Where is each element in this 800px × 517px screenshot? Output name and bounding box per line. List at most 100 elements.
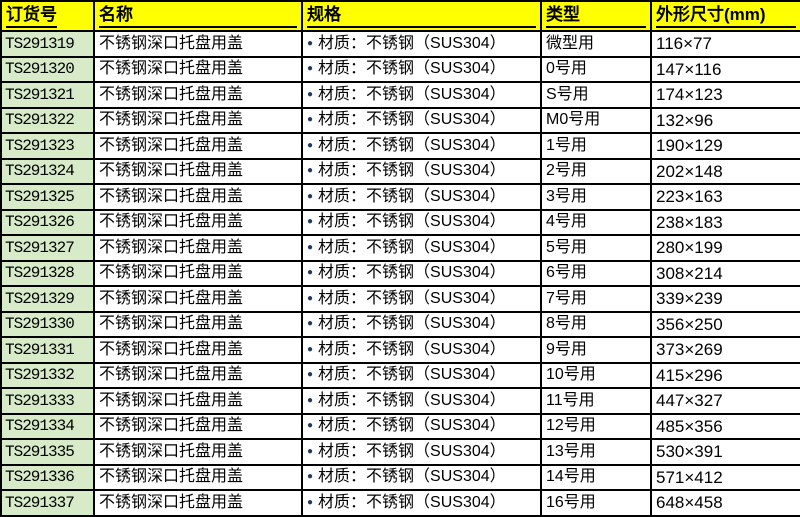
type-cell[interactable]: 13号用 <box>540 438 652 466</box>
order-number-cell[interactable]: TS291332 <box>0 361 95 390</box>
size-cell[interactable]: 132×96 <box>650 106 800 135</box>
spec-cell[interactable]: ● 材质：不锈钢（SUS304） <box>301 208 542 237</box>
order-number-cell[interactable]: TS291321 <box>0 81 95 109</box>
size-cell[interactable]: 190×129 <box>650 132 800 160</box>
size-cell[interactable]: 485×356 <box>650 412 800 441</box>
type-cell[interactable]: 14号用 <box>540 463 652 492</box>
size-cell[interactable]: 648×458 <box>650 489 800 517</box>
product-name-cell[interactable]: 不锈钢深口托盘用盖 <box>93 310 303 339</box>
spec-cell[interactable]: ● 材质：不锈钢（SUS304） <box>301 310 542 339</box>
size-cell[interactable]: 116×77 <box>650 30 800 58</box>
product-name-cell[interactable]: 不锈钢深口托盘用盖 <box>93 361 303 390</box>
product-name-cell[interactable]: 不锈钢深口托盘用盖 <box>93 30 303 58</box>
order-number-cell[interactable]: TS291319 <box>0 30 95 58</box>
product-name-cell[interactable]: 不锈钢深口托盘用盖 <box>93 157 303 186</box>
size-cell[interactable]: 447×327 <box>650 387 800 415</box>
product-name-cell[interactable]: 不锈钢深口托盘用盖 <box>93 387 303 415</box>
product-name-cell[interactable]: 不锈钢深口托盘用盖 <box>93 489 303 517</box>
spec-cell[interactable]: ● 材质：不锈钢（SUS304） <box>301 336 542 364</box>
type-cell[interactable]: M0号用 <box>540 106 652 135</box>
order-number-cell[interactable]: TS291327 <box>0 234 95 262</box>
spec-cell[interactable]: ● 材质：不锈钢（SUS304） <box>301 285 542 313</box>
size-cell[interactable]: 339×239 <box>650 285 800 313</box>
type-cell[interactable]: 6号用 <box>540 259 652 288</box>
size-cell[interactable]: 223×163 <box>650 183 800 211</box>
type-cell[interactable]: 0号用 <box>540 55 652 84</box>
column-header-type[interactable]: 类型 <box>540 0 652 32</box>
type-cell[interactable]: 12号用 <box>540 412 652 441</box>
spec-cell[interactable]: ● 材质：不锈钢（SUS304） <box>301 361 542 390</box>
size-cell[interactable]: 373×269 <box>650 336 800 364</box>
type-cell[interactable]: 8号用 <box>540 310 652 339</box>
product-name-cell[interactable]: 不锈钢深口托盘用盖 <box>93 336 303 364</box>
spec-cell[interactable]: ● 材质：不锈钢（SUS304） <box>301 489 542 517</box>
column-header-order-number[interactable]: 订货号 <box>0 0 95 32</box>
spec-cell[interactable]: ● 材质：不锈钢（SUS304） <box>301 30 542 58</box>
spec-cell[interactable]: ● 材质：不锈钢（SUS304） <box>301 412 542 441</box>
size-cell[interactable]: 280×199 <box>650 234 800 262</box>
type-cell[interactable]: 3号用 <box>540 183 652 211</box>
type-cell[interactable]: 10号用 <box>540 361 652 390</box>
spec-cell[interactable]: ● 材质：不锈钢（SUS304） <box>301 55 542 84</box>
order-number-cell[interactable]: TS291335 <box>0 438 95 466</box>
product-name-cell[interactable]: 不锈钢深口托盘用盖 <box>93 234 303 262</box>
order-number-cell[interactable]: TS291324 <box>0 157 95 186</box>
order-number-cell[interactable]: TS291325 <box>0 183 95 211</box>
type-cell[interactable]: 11号用 <box>540 387 652 415</box>
column-header-size[interactable]: 外形尺寸(mm) <box>650 0 800 32</box>
type-cell[interactable]: 2号用 <box>540 157 652 186</box>
spec-cell[interactable]: ● 材质：不锈钢（SUS304） <box>301 183 542 211</box>
product-name-cell[interactable]: 不锈钢深口托盘用盖 <box>93 183 303 211</box>
size-cell[interactable]: 530×391 <box>650 438 800 466</box>
product-name-cell[interactable]: 不锈钢深口托盘用盖 <box>93 208 303 237</box>
order-number-cell[interactable]: TS291320 <box>0 55 95 84</box>
type-cell[interactable]: 7号用 <box>540 285 652 313</box>
size-cell[interactable]: 571×412 <box>650 463 800 492</box>
spec-cell[interactable]: ● 材质：不锈钢（SUS304） <box>301 438 542 466</box>
type-cell[interactable]: 1号用 <box>540 132 652 160</box>
size-cell[interactable]: 202×148 <box>650 157 800 186</box>
product-name-cell[interactable]: 不锈钢深口托盘用盖 <box>93 463 303 492</box>
size-cell[interactable]: 308×214 <box>650 259 800 288</box>
type-cell[interactable]: 16号用 <box>540 489 652 517</box>
order-number-cell[interactable]: TS291331 <box>0 336 95 364</box>
product-name-cell[interactable]: 不锈钢深口托盘用盖 <box>93 285 303 313</box>
order-number-cell[interactable]: TS291336 <box>0 463 95 492</box>
order-number-cell[interactable]: TS291329 <box>0 285 95 313</box>
spec-cell[interactable]: ● 材质：不锈钢（SUS304） <box>301 387 542 415</box>
type-cell[interactable]: 9号用 <box>540 336 652 364</box>
size-cell[interactable]: 174×123 <box>650 81 800 109</box>
spec-cell[interactable]: ● 材质：不锈钢（SUS304） <box>301 259 542 288</box>
spec-cell[interactable]: ● 材质：不锈钢（SUS304） <box>301 132 542 160</box>
order-number-cell[interactable]: TS291322 <box>0 106 95 135</box>
order-number-cell[interactable]: TS291326 <box>0 208 95 237</box>
order-number-cell[interactable]: TS291323 <box>0 132 95 160</box>
size-cell[interactable]: 147×116 <box>650 55 800 84</box>
product-name-cell[interactable]: 不锈钢深口托盘用盖 <box>93 438 303 466</box>
column-header-name[interactable]: 名称 <box>93 0 303 32</box>
type-cell[interactable]: 5号用 <box>540 234 652 262</box>
size-cell[interactable]: 238×183 <box>650 208 800 237</box>
order-number-cell[interactable]: TS291330 <box>0 310 95 339</box>
type-cell[interactable]: S号用 <box>540 81 652 109</box>
size-cell[interactable]: 415×296 <box>650 361 800 390</box>
spec-cell[interactable]: ● 材质：不锈钢（SUS304） <box>301 234 542 262</box>
product-name-cell[interactable]: 不锈钢深口托盘用盖 <box>93 106 303 135</box>
product-name-cell[interactable]: 不锈钢深口托盘用盖 <box>93 55 303 84</box>
column-header-spec[interactable]: 规格 <box>301 0 542 32</box>
spec-cell[interactable]: ● 材质：不锈钢（SUS304） <box>301 81 542 109</box>
spec-cell[interactable]: ● 材质：不锈钢（SUS304） <box>301 463 542 492</box>
type-cell[interactable]: 微型用 <box>540 30 652 58</box>
product-name-cell[interactable]: 不锈钢深口托盘用盖 <box>93 259 303 288</box>
type-cell[interactable]: 4号用 <box>540 208 652 237</box>
spec-cell[interactable]: ● 材质：不锈钢（SUS304） <box>301 106 542 135</box>
order-number-cell[interactable]: TS291328 <box>0 259 95 288</box>
order-number-cell[interactable]: TS291333 <box>0 387 95 415</box>
product-name-cell[interactable]: 不锈钢深口托盘用盖 <box>93 132 303 160</box>
size-cell[interactable]: 356×250 <box>650 310 800 339</box>
order-number-cell[interactable]: TS291337 <box>0 489 95 517</box>
spec-cell[interactable]: ● 材质：不锈钢（SUS304） <box>301 157 542 186</box>
product-name-cell[interactable]: 不锈钢深口托盘用盖 <box>93 412 303 441</box>
product-name-cell[interactable]: 不锈钢深口托盘用盖 <box>93 81 303 109</box>
order-number-cell[interactable]: TS291334 <box>0 412 95 441</box>
